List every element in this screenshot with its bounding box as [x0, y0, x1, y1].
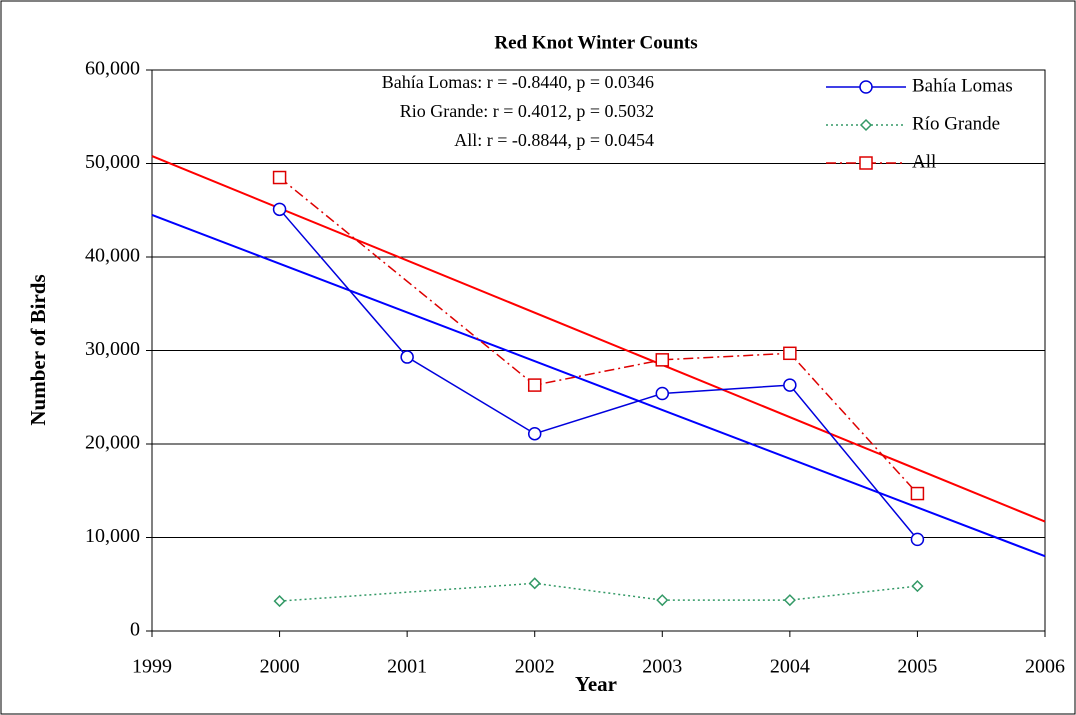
- trend-line: [151, 213, 1046, 558]
- marker: [527, 378, 542, 392]
- series-line: [279, 176, 918, 495]
- y-tick-label: 50,000: [85, 151, 140, 173]
- marker: [528, 577, 541, 590]
- marker: [859, 156, 873, 170]
- legend-label: Río Grande: [912, 113, 1000, 134]
- marker: [656, 594, 669, 607]
- trend-line: [151, 155, 1046, 523]
- marker: [910, 532, 925, 547]
- x-axis-label: Year: [575, 672, 617, 696]
- y-tick-label: 0: [130, 619, 140, 641]
- marker: [400, 350, 414, 364]
- x-tick-label: 2004: [770, 656, 810, 678]
- marker: [910, 486, 925, 501]
- annotation: Bahía Lomas: r = -0.8440, p = 0.0346: [382, 72, 654, 92]
- x-tick-label: 2003: [642, 656, 682, 678]
- y-tick-label: 10,000: [85, 525, 140, 547]
- marker: [783, 346, 797, 361]
- y-axis-label: Number of Birds: [26, 274, 50, 425]
- marker: [859, 80, 873, 94]
- annotation: Rio Grande: r = 0.4012, p = 0.5032: [400, 101, 654, 121]
- legend-label: All: [912, 151, 936, 172]
- marker: [783, 594, 796, 607]
- x-tick-label: 2005: [897, 656, 937, 678]
- chart-title: Red Knot Winter Counts: [494, 32, 697, 53]
- marker: [859, 118, 873, 132]
- marker: [272, 202, 287, 217]
- marker: [655, 353, 670, 367]
- marker: [655, 386, 670, 401]
- x-tick-label: 2006: [1025, 656, 1065, 678]
- marker: [783, 378, 797, 392]
- y-tick-label: 20,000: [85, 432, 140, 454]
- x-tick-label: 2000: [260, 656, 300, 678]
- marker: [527, 426, 542, 441]
- y-tick-label: 60,000: [85, 58, 140, 80]
- x-tick-label: 2002: [515, 656, 555, 678]
- x-tick-label: 1999: [132, 656, 172, 678]
- series-line: [279, 582, 918, 602]
- y-tick-label: 40,000: [85, 245, 140, 267]
- marker: [272, 170, 287, 185]
- annotation: All: r = -0.8844, p = 0.0454: [454, 130, 654, 150]
- marker: [911, 580, 924, 593]
- x-tick-label: 2001: [387, 656, 427, 678]
- legend-label: Bahía Lomas: [912, 75, 1013, 96]
- plot-area: [151, 69, 1046, 632]
- y-tick-label: 30,000: [85, 338, 140, 360]
- series-line: [279, 208, 919, 540]
- marker: [273, 595, 286, 608]
